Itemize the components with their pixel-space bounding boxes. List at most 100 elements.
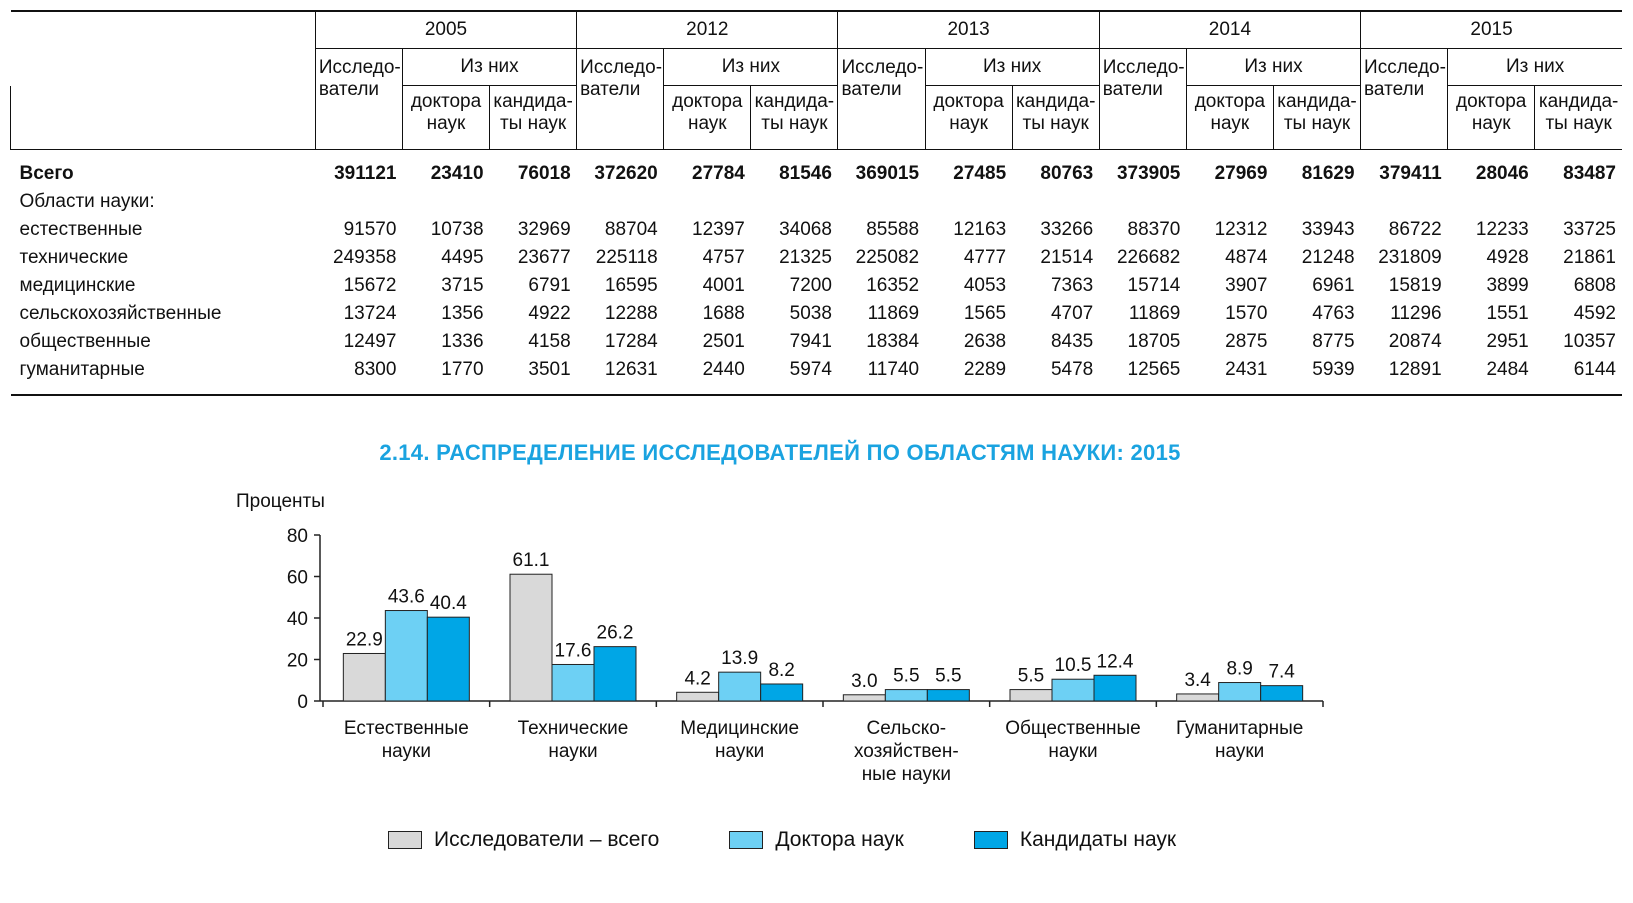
bar: [509, 573, 553, 702]
table-cell: 5939: [1273, 356, 1361, 396]
bar: [1093, 674, 1137, 702]
of-them-header: Из них: [924, 48, 1100, 86]
table-cell: 4763: [1312, 303, 1355, 324]
legend-label: Кандидаты наук: [1019, 828, 1177, 851]
table-cell: 86722: [1388, 219, 1442, 240]
table-cell: 2440: [663, 356, 751, 396]
table-cell: 4757: [702, 247, 745, 268]
table-cell: 4874: [1225, 247, 1268, 268]
doctors-column-header: доктора наук: [401, 85, 490, 150]
bar: [593, 646, 637, 702]
row-label: медицинские: [19, 275, 136, 296]
table-cell: 7363: [1050, 275, 1094, 296]
x-category-label: Общественные науки: [1005, 718, 1141, 762]
table-cell: 249358: [333, 247, 397, 268]
table-row: естественные 91570 10738 32969 88704 12397 340…: [11, 216, 1623, 244]
table-cell: 16352: [866, 275, 920, 296]
table-cell: 4928: [1486, 247, 1529, 268]
data-label: 26.2: [597, 623, 634, 644]
table-cell: 27485: [953, 163, 1007, 184]
table-cell: 372620: [594, 163, 658, 184]
candidates-column-header: кандида-ты наук: [489, 85, 577, 150]
table-cell: 1336: [441, 331, 484, 352]
table-cell: 88704: [604, 219, 658, 240]
table-row: сельскохозяйственные 13724 1356 4922 12288 16…: [11, 300, 1623, 328]
table-cell: 15672: [343, 275, 397, 296]
table-cell: [1535, 188, 1622, 216]
table-cell: 2501: [702, 331, 745, 352]
table-row: медицинские 15672 3715 6791 16595 4001 7200 163…: [11, 272, 1623, 300]
table-cell: 2875: [1225, 331, 1268, 352]
table-cell: 5478: [1012, 356, 1100, 396]
data-label: 5.5: [1018, 666, 1044, 687]
of-them-header: Из них: [1185, 48, 1361, 86]
table-cell: 4922: [528, 303, 571, 324]
table-row: общественные 12497 1336 4158 17284 2501 7941 18…: [11, 328, 1623, 356]
legend-item: Доктора наук: [729, 828, 904, 852]
table-cell: 21325: [779, 247, 832, 268]
table-cell: 4495: [441, 247, 484, 268]
table-cell: 369015: [855, 163, 920, 184]
table-cell: 12565: [1099, 356, 1187, 396]
row-label: Области науки:: [19, 191, 155, 212]
table-cell: 6961: [1312, 275, 1355, 296]
table-cell: 81546: [779, 163, 832, 184]
data-label: 8.9: [1226, 659, 1252, 680]
year-header: 2015: [1360, 10, 1622, 49]
table-cell: 6808: [1573, 275, 1616, 296]
table-cell: 7941: [789, 331, 832, 352]
table-cell: 3907: [1225, 275, 1268, 296]
table-row: гуманитарные 8300 1770 3501 12631 2440 5974 117…: [10, 356, 1622, 396]
table-cell: 2289: [925, 356, 1013, 396]
legend-item: Кандидаты наук: [973, 828, 1177, 852]
chart-legend: Исследователи – всего Доктора наук Кандида…: [388, 828, 1246, 852]
table-cell: 23677: [517, 247, 571, 268]
table-cell: [1099, 188, 1186, 216]
table-cell: 28046: [1475, 163, 1529, 184]
table-cell: 11869: [1128, 303, 1181, 324]
table-cell: 21861: [1563, 247, 1616, 268]
legend-item: Исследователи – всего: [388, 828, 659, 852]
of-them-header: Из них: [1447, 48, 1622, 86]
y-tick-label: 20: [287, 651, 308, 672]
y-tick-label: 40: [287, 609, 308, 630]
table-cell: 11869: [867, 303, 920, 324]
data-label: 12.4: [1097, 651, 1134, 672]
table-cell: 4158: [528, 331, 571, 352]
table-cell: 34068: [779, 219, 832, 240]
table-cell: 12288: [604, 303, 658, 324]
chart-title: 2.14. РАСПРЕДЕЛЕНИЕ ИССЛЕДОВАТЕЛЕЙ ПО ОБ…: [379, 440, 1181, 465]
doctors-column-header: доктора наук: [1447, 85, 1535, 150]
table-cell: 225082: [855, 247, 920, 268]
researchers-column-header: Исследо-ватели: [1360, 48, 1448, 150]
table-cell: 7200: [789, 275, 832, 296]
table-cell: 10357: [1563, 331, 1616, 352]
table-cell: 12397: [692, 219, 745, 240]
legend-swatch: [729, 831, 764, 849]
candidates-column-header: кандида-ты наук: [1272, 85, 1361, 150]
table-cell: 391121: [334, 163, 397, 184]
table-cell: [1361, 188, 1448, 216]
table-cell: 12312: [1214, 219, 1268, 240]
legend-swatch: [388, 831, 422, 849]
table-cell: 15819: [1388, 275, 1442, 296]
table-cell: 3715: [441, 275, 484, 296]
row-label: технические: [19, 247, 129, 268]
table-cell: 81629: [1301, 163, 1355, 184]
table-cell: 27784: [692, 163, 745, 184]
data-label: 10.5: [1055, 655, 1092, 676]
table-cell: [838, 188, 925, 216]
of-them-header: Из них: [663, 48, 838, 86]
table-row: технические 249358 4495 23677 225118 4757 2132…: [11, 244, 1623, 272]
y-tick-label: 60: [287, 568, 308, 589]
table-cell: 1551: [1486, 303, 1529, 324]
row-label: гуманитарные: [10, 356, 316, 396]
table-cell: 4001: [702, 275, 745, 296]
table-cell: 4053: [963, 275, 1007, 296]
table-cell: 23410: [430, 163, 484, 184]
data-label: 61.1: [513, 550, 550, 571]
table-cell: [751, 188, 838, 216]
table-cell: 2431: [1186, 356, 1274, 396]
corner-cell: [10, 85, 316, 150]
table-cell: 21514: [1040, 247, 1094, 268]
